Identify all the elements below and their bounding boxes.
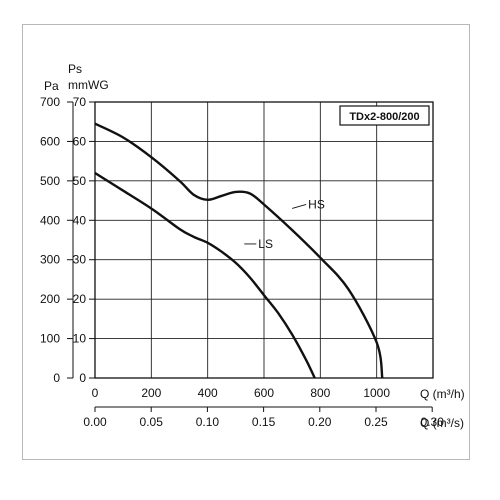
y-left-tick-label: 400 [40,213,60,227]
x-axis-1-tick-label: 200 [141,386,161,400]
x-axis-2-tick-label: 0.30 [421,415,445,429]
x-axis-2-tick-label: 0.05 [140,415,164,429]
y-left-tick-label: 700 [40,95,60,109]
x-axis-1-tick-label: 1000 [363,386,390,400]
x-axis-2-tick-label: 0.15 [252,415,276,429]
curve-ls [94,171,316,379]
x-axis-2-unit: Q (m³/s) [420,416,464,430]
x-axis-2-tick-label: 0.00 [83,415,107,429]
y-right-tick-label: 50 [73,174,87,188]
x-axis-1-tick-label: 0 [92,386,99,400]
y-right-unit-2: mmWG [68,78,109,92]
x-axis-m3s: 0.00 0.05 0.10 0.15 0.20 0.25 0.30 [83,406,445,429]
y-left-tick-label: 0 [53,371,60,385]
y-right-tick-label: 30 [73,253,87,267]
y-right-unit-1: Ps [68,62,82,76]
curves: HS LS [94,122,384,379]
x-axis-2-tick-label: 0.20 [308,415,332,429]
model-label: TDx2-800/200 [349,111,419,123]
y-left-tick-label: 200 [40,292,60,306]
curve-label-hs: HS [308,197,325,211]
x-axis-1-tick-label: 600 [254,386,274,400]
y-left-unit: Pa [44,79,59,93]
y-left-tick-label: 600 [40,134,60,148]
grid-lines [95,101,433,379]
y-left-tick-label: 100 [40,332,60,346]
plot-border [94,101,434,379]
x-axis-1-unit: Q (m³/h) [420,387,465,401]
chart-frame [22,24,470,460]
y-left-tick-label: 300 [40,253,60,267]
x-axis-2-tick-label: 0.10 [196,415,220,429]
y-right-tick-label: 20 [73,292,87,306]
x-axis-2-tick-label: 0.25 [364,415,388,429]
x-axis-1-tick-label: 400 [198,386,218,400]
curve-hs [94,122,384,379]
y-right-tick-label: 0 [79,371,86,385]
y-left-tick-label: 500 [40,174,60,188]
y-right-tick-label: 60 [73,134,87,148]
y-right-tick-label: 70 [73,95,87,109]
curve-label-ls: LS [258,237,273,251]
x-axis-m3h: 0 200 400 600 800 1000 [92,386,391,400]
curve-label-leader-hs [292,204,307,209]
y-right-tick-label: 10 [73,332,87,346]
model-label-box [339,105,430,126]
x-axis-1-tick-label: 800 [310,386,330,400]
y-axis-pa: 0 100 200 300 400 500 600 700 [40,95,74,385]
y-axis-mmwg: 0 10 20 30 40 50 60 70 [73,95,95,385]
y-right-tick-label: 40 [73,213,87,227]
